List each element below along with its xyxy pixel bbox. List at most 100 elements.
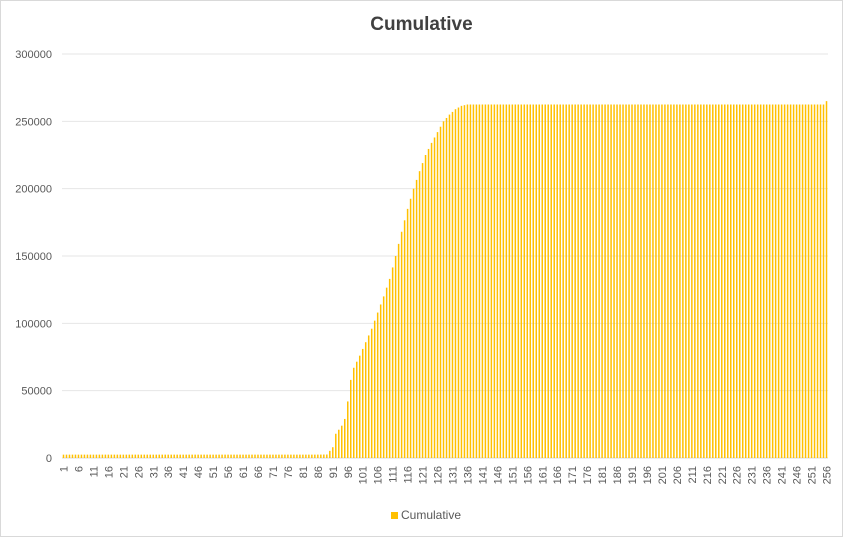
bar-198 [652, 104, 654, 458]
x-tick-label: 221 [717, 466, 729, 484]
bar-72 [275, 454, 277, 458]
bar-168 [562, 104, 564, 458]
bar-59 [236, 454, 238, 458]
x-tick-label: 151 [507, 466, 519, 484]
bar-102 [364, 342, 367, 458]
bar-154 [520, 104, 523, 458]
bar-121 [421, 163, 424, 458]
bar-111 [391, 267, 394, 458]
bar-74 [281, 454, 283, 458]
bar-13 [98, 454, 101, 458]
bar-182 [604, 104, 606, 458]
bar-8 [83, 454, 86, 458]
bar-91 [332, 447, 334, 458]
bar-141 [481, 104, 484, 458]
bar-173 [577, 104, 579, 458]
bar-252 [813, 104, 816, 458]
bar-255 [822, 104, 825, 458]
bar-137 [469, 104, 472, 458]
bar-256 [825, 101, 828, 458]
bar-89 [326, 454, 328, 458]
bar-127 [439, 126, 442, 458]
bar-179 [595, 104, 597, 458]
bar-170 [568, 104, 570, 458]
bar-73 [278, 454, 280, 458]
y-tick-label: 250000 [15, 116, 52, 128]
x-tick-label: 176 [582, 466, 594, 484]
bar-78 [293, 454, 295, 458]
bar-2 [65, 454, 68, 458]
bar-215 [703, 104, 705, 458]
bar-206 [676, 104, 678, 458]
bar-16 [107, 454, 110, 458]
bar-247 [798, 104, 801, 458]
bar-195 [643, 104, 645, 458]
bar-249 [804, 104, 807, 458]
bar-126 [436, 132, 439, 459]
bar-40 [179, 454, 181, 458]
bar-84 [311, 454, 313, 458]
legend-swatch-cumulative [391, 511, 398, 519]
bar-196 [646, 104, 648, 458]
bar-232 [753, 104, 756, 458]
bar-93 [338, 429, 340, 458]
bar-176 [586, 104, 588, 458]
bar-99 [355, 361, 358, 458]
bar-65 [254, 454, 256, 458]
bar-231 [750, 104, 753, 458]
x-tick-label: 136 [462, 466, 474, 484]
bar-235 [762, 104, 765, 458]
bar-107 [379, 304, 382, 458]
bar-234 [759, 104, 762, 458]
bar-83 [308, 454, 310, 458]
x-tick-label: 86 [313, 466, 325, 478]
bar-160 [538, 104, 541, 458]
bar-238 [771, 104, 774, 458]
bar-226 [735, 104, 738, 458]
bar-62 [245, 454, 247, 458]
bar-51 [212, 454, 214, 458]
x-tick-label: 236 [762, 466, 774, 484]
bar-166 [556, 104, 558, 458]
bar-50 [209, 454, 211, 458]
bar-56 [227, 454, 229, 458]
bar-202 [664, 104, 666, 458]
bar-210 [688, 104, 690, 458]
bar-57 [230, 454, 232, 458]
bar-58 [233, 454, 235, 458]
bar-104 [370, 328, 373, 458]
bar-212 [694, 104, 696, 458]
bar-95 [344, 418, 346, 458]
y-tick-label: 0 [46, 453, 52, 465]
x-tick-label: 141 [477, 466, 489, 484]
x-tick-label: 26 [133, 466, 145, 478]
bar-125 [433, 137, 436, 459]
bar-70 [269, 454, 271, 458]
bar-108 [382, 296, 385, 458]
bar-245 [792, 104, 795, 458]
bar-159 [535, 104, 538, 458]
bar-25 [134, 454, 137, 458]
bar-77 [290, 454, 292, 458]
bar-69 [266, 454, 268, 458]
bar-236 [765, 104, 768, 458]
bar-253 [816, 104, 819, 458]
bar-113 [397, 243, 400, 458]
bar-81 [302, 454, 304, 458]
bar-191 [631, 104, 633, 458]
bar-131 [451, 111, 454, 458]
bar-243 [786, 104, 789, 458]
bar-199 [655, 104, 657, 458]
bar-132 [454, 109, 457, 459]
bar-175 [583, 104, 585, 458]
bar-67 [260, 454, 262, 458]
bar-10 [89, 454, 92, 458]
bar-7 [80, 454, 83, 458]
bar-105 [373, 320, 376, 458]
y-tick-label: 50000 [21, 386, 52, 398]
bar-214 [700, 104, 702, 458]
x-tick-label: 256 [822, 466, 834, 484]
bar-96 [347, 401, 349, 458]
x-tick-label: 121 [418, 466, 430, 484]
